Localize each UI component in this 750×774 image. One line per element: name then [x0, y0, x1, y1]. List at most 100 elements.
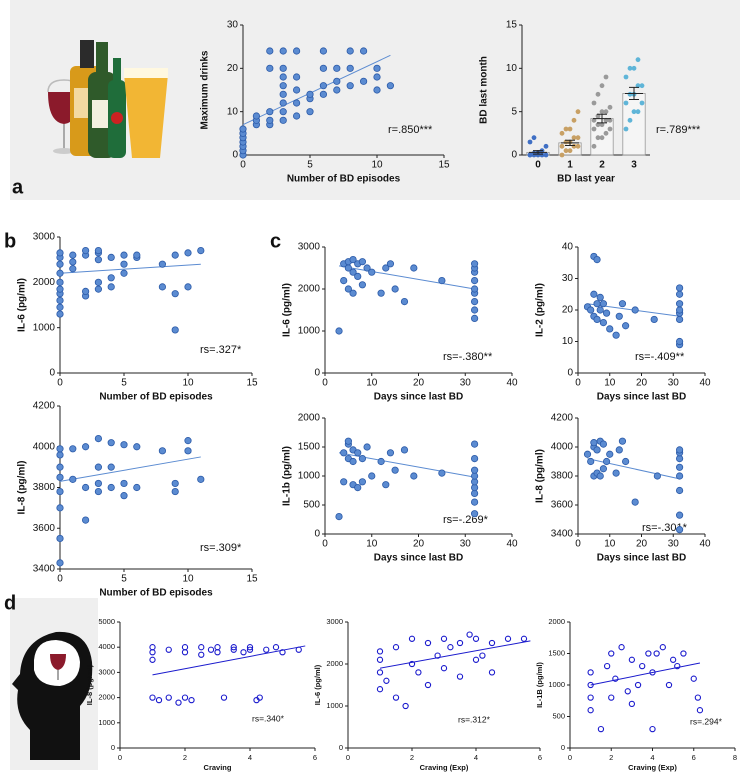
data-point [349, 457, 357, 466]
data-point [214, 644, 221, 651]
data-point [608, 694, 615, 701]
y-axis-label: IL-6 (pg/ml) [282, 283, 293, 337]
data-point [165, 646, 172, 653]
data-point [292, 112, 301, 120]
data-point [599, 440, 608, 448]
data-point [344, 437, 352, 445]
data-point [333, 77, 341, 85]
x-tick-label: 0 [346, 753, 350, 762]
data-point [382, 481, 390, 489]
data-point [133, 443, 141, 451]
data-point [665, 681, 673, 689]
data-point [575, 143, 581, 149]
data-point [653, 650, 660, 657]
data-point [279, 108, 287, 116]
data-point [377, 457, 385, 466]
data-point [424, 639, 432, 647]
data-point [563, 126, 569, 132]
data-point [599, 318, 608, 327]
x-tick-label: 40 [506, 378, 518, 389]
data-point [470, 440, 479, 448]
data-point [622, 457, 630, 466]
data-point [82, 287, 90, 295]
data-point [279, 82, 287, 90]
data-point [252, 112, 260, 120]
y-tick-label: 10 [506, 63, 518, 74]
panel-label: d [4, 592, 16, 614]
y-tick-label: 1000 [298, 326, 321, 337]
data-point [358, 281, 366, 289]
data-point [622, 322, 630, 330]
data-point [319, 82, 327, 90]
data-point [675, 463, 684, 471]
data-point [349, 255, 357, 264]
x-tick-label: 10 [371, 160, 383, 171]
y-tick-label: 15 [506, 20, 518, 31]
data-point [599, 109, 605, 115]
data-point [623, 126, 629, 132]
y-tick-label: 0 [561, 743, 565, 752]
y-tick-label: 4200 [33, 401, 56, 412]
data-point [694, 694, 702, 701]
x-tick-label: 30 [668, 539, 680, 550]
annotation: rs=-.409** [635, 351, 685, 363]
data-point [470, 260, 479, 268]
data-point [69, 265, 77, 273]
data-point [279, 90, 287, 98]
x-axis-label: Number of BD episodes [99, 588, 213, 599]
y-tick-label: 2000 [98, 693, 115, 702]
data-point [292, 73, 301, 81]
x-tick-label: 5 [121, 574, 127, 585]
data-point [383, 677, 390, 684]
data-point [392, 644, 400, 651]
data-point [603, 109, 609, 115]
data-point [368, 472, 376, 480]
data-point [292, 47, 301, 55]
data-point [434, 652, 441, 659]
data-point [563, 148, 569, 154]
data-point [410, 264, 418, 272]
data-point [571, 117, 577, 123]
data-point [479, 652, 486, 659]
data-point [470, 276, 479, 285]
data-point [184, 437, 192, 445]
data-point [346, 82, 354, 90]
annotation: rs=.312* [458, 714, 491, 724]
data-point [583, 450, 592, 458]
data-point [618, 644, 625, 651]
x-tick-label: 2 [410, 753, 414, 762]
trend-line [338, 452, 475, 478]
y-tick-label: 2000 [326, 659, 343, 668]
annotation: rs=.294* [690, 716, 723, 726]
data-point [295, 646, 302, 653]
data-point [359, 47, 368, 55]
data-point [56, 473, 64, 481]
y-axis-label: IL-8 (pg/ml) [85, 664, 94, 705]
data-point [230, 646, 237, 653]
data-point [333, 64, 341, 72]
data-point [470, 510, 479, 518]
data-point [256, 694, 263, 701]
trend-line [587, 458, 680, 480]
y-tick-label: 1500 [548, 648, 565, 657]
y-axis-label: IL-6 (pg/ml) [17, 278, 28, 332]
x-tick-label: 40 [699, 539, 711, 550]
data-point [56, 504, 64, 512]
data-point [635, 109, 641, 115]
data-point [272, 644, 280, 651]
data-point [603, 117, 609, 123]
data-point [358, 258, 366, 266]
annotation: rs=.309* [200, 542, 242, 554]
data-point [599, 83, 605, 89]
data-point [440, 665, 448, 672]
x-tick-label: 0 [575, 378, 581, 389]
data-point [56, 463, 64, 471]
data-point [440, 635, 448, 642]
data-point [639, 83, 645, 89]
data-point [358, 478, 366, 486]
y-tick-label: 0 [232, 150, 238, 161]
data-point [603, 662, 611, 670]
x-tick-label: 0 [118, 753, 122, 762]
data-point [559, 143, 565, 149]
data-point [266, 116, 274, 124]
